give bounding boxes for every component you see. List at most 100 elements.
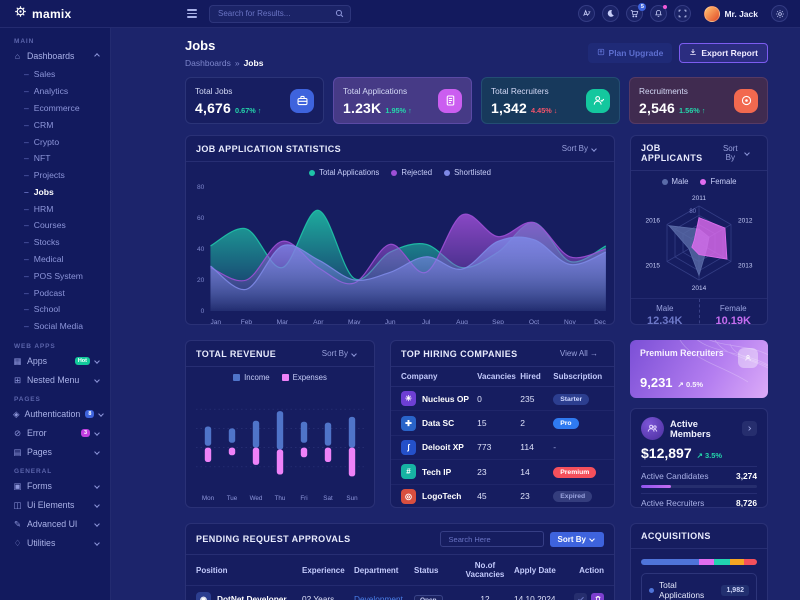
sidebar-item-nested-menu[interactable]: ⊞ Nested Menu xyxy=(0,371,110,390)
sidebar-item-jobs[interactable]: – Jobs xyxy=(0,183,110,200)
sidebar-item-podcast[interactable]: – Podcast xyxy=(0,284,110,301)
plan-upgrade-button[interactable]: Plan Upgrade xyxy=(587,43,673,63)
svg-text:Wed: Wed xyxy=(250,495,263,502)
male-value: 12.34K xyxy=(647,315,683,325)
sort-by-dropdown[interactable]: Sort By xyxy=(556,143,604,154)
table-row[interactable]: ◎ LogoTech 45 23 Expired xyxy=(391,485,614,508)
company-name: Delooit XP xyxy=(422,442,464,453)
sidebar-item-social-media[interactable]: – Social Media xyxy=(0,318,110,335)
card-title: Active Members xyxy=(670,418,711,439)
company-name: Tech IP xyxy=(422,466,452,477)
sidebar-item-crm[interactable]: – CRM xyxy=(0,116,110,133)
chevron-right-icon[interactable] xyxy=(742,421,757,436)
sidebar-item-sales[interactable]: – Sales xyxy=(0,66,110,83)
sidebar-item-medical[interactable]: – Medical xyxy=(0,251,110,268)
view-all-link[interactable]: View All → xyxy=(554,348,604,359)
brand[interactable]: mamix xyxy=(0,5,111,23)
sidebar-item-ecommerce[interactable]: – Ecommerce xyxy=(0,100,110,117)
chevron-up-icon xyxy=(94,53,100,59)
delete-button[interactable] xyxy=(591,592,604,600)
sidebar-item-label: Authentication xyxy=(24,409,81,419)
sidebar-item-ui-elements[interactable]: ◫ Ui Elements xyxy=(0,496,110,515)
vacancies-cell: 0 xyxy=(477,393,482,404)
list-item[interactable]: Total Applications 1,982 xyxy=(641,573,757,600)
stat-card-total-applications[interactable]: Total Applications 1.23K 1.95% ↑ xyxy=(333,77,472,124)
legend-label: Total Applications xyxy=(319,168,380,177)
card-title: Premium Recruiters xyxy=(640,348,724,358)
table-row[interactable]: # Tech IP 23 14 Premium xyxy=(391,460,614,485)
settings-icon[interactable] xyxy=(771,5,788,22)
sort-by-button[interactable]: Sort By xyxy=(549,531,604,547)
company-logo-icon: ✚ xyxy=(401,415,416,431)
search-bar xyxy=(209,4,351,23)
legend-label: Rejected xyxy=(401,168,433,177)
svg-text:2012: 2012 xyxy=(738,218,753,225)
sidebar-item-dashboards[interactable]: ⌂ Dashboards xyxy=(0,47,110,65)
sidebar-item-advanced-ui[interactable]: ✎ Advanced UI xyxy=(0,515,110,534)
submenu-dash: – xyxy=(24,186,29,197)
fullscreen-icon[interactable] xyxy=(674,5,692,22)
user-menu[interactable]: Mr. Jack xyxy=(698,5,764,23)
legend-item: Income xyxy=(233,373,270,382)
stat-card-total-jobs[interactable]: Total Jobs 4,676 0.67% ↑ xyxy=(185,77,324,124)
action-cell xyxy=(570,592,604,600)
legend-swatch xyxy=(661,178,668,185)
column-header: No.of Vacancies xyxy=(465,561,505,579)
table-row[interactable]: ◉ DotNet Developer 02 Years Development Open… xyxy=(186,586,614,600)
language-icon[interactable] xyxy=(578,5,596,22)
sidebar-item-pos-system[interactable]: – POS System xyxy=(0,267,110,284)
card-title: JOB APPLICANTS xyxy=(641,143,703,163)
table-row[interactable]: ʃ Delooit XP 773 114 - xyxy=(391,436,614,461)
stat-delta: 1.56% ↑ xyxy=(679,105,706,115)
pending-request-approvals-card: PENDING REQUEST APPROVALS Sort By Positi… xyxy=(185,523,615,600)
svg-text:20: 20 xyxy=(197,277,205,284)
progress-fill xyxy=(641,485,672,488)
menu-toggle-button[interactable] xyxy=(185,7,199,19)
card-title: ACQUISITIONS xyxy=(641,531,711,541)
job-application-statistics-card: JOB APPLICATION STATISTICS Sort By Total… xyxy=(185,135,615,325)
segment xyxy=(744,559,757,565)
sidebar-item-crypto[interactable]: – Crypto xyxy=(0,133,110,150)
breadcrumb-current: Jobs xyxy=(243,58,264,68)
sidebar-item-authentication[interactable]: ◈ Authentication 8 xyxy=(0,405,110,424)
legend-swatch xyxy=(309,169,316,176)
sidebar-item-nft[interactable]: – NFT xyxy=(0,150,110,167)
sidebar-item-forms[interactable]: ▣ Forms xyxy=(0,477,110,496)
lock-icon: ◈ xyxy=(13,408,20,419)
sort-by-dropdown[interactable]: Sort By xyxy=(714,143,757,163)
members-progress-rows: Active Candidates 3,274 Active Recruiters 8… xyxy=(641,461,757,507)
search-icon[interactable] xyxy=(335,5,344,23)
stat-delta: 4.45% ↓ xyxy=(531,105,558,115)
export-report-button[interactable]: Export Report xyxy=(679,43,768,63)
sidebar-item-pages[interactable]: ▤ Pages xyxy=(0,443,110,462)
breadcrumb-root[interactable]: Dashboards xyxy=(185,58,231,68)
table-row[interactable]: ✚ Data SC 15 2 Pro xyxy=(391,411,614,436)
sidebar-item-stocks[interactable]: – Stocks xyxy=(0,234,110,251)
theme-icon[interactable] xyxy=(602,5,620,22)
table-row[interactable]: ✳ Nucleus OP 0 235 Starter xyxy=(391,387,614,412)
sidebar-item-analytics[interactable]: – Analytics xyxy=(0,83,110,100)
cart-icon[interactable]: 5 xyxy=(626,3,647,22)
sidebar-item-error[interactable]: ⊘ Error 3 xyxy=(0,424,110,443)
stat-card-total-recruiters[interactable]: Total Recruiters 1,342 4.45% ↓ xyxy=(481,77,620,124)
sidebar-item-projects[interactable]: – Projects xyxy=(0,167,110,184)
sidebar-item-label: Advanced UI xyxy=(27,519,78,529)
sidebar-item-school[interactable]: – School xyxy=(0,301,110,318)
svg-text:Thu: Thu xyxy=(275,495,286,502)
legend-label: Male xyxy=(671,177,689,186)
sidebar-item-courses[interactable]: – Courses xyxy=(0,217,110,234)
sidebar-item-label: Error xyxy=(27,428,47,438)
recruiter-icon[interactable] xyxy=(738,348,758,368)
stat-card-recruitments[interactable]: Recruitments 2,546 1.56% ↑ xyxy=(629,77,768,124)
sidebar-item-apps[interactable]: ▦ Apps Hot xyxy=(0,352,110,371)
table-search-input[interactable] xyxy=(446,533,537,545)
submenu-dash: – xyxy=(24,203,29,214)
chevron-down-icon xyxy=(94,430,100,436)
sort-by-dropdown[interactable]: Sort By xyxy=(316,348,364,359)
sidebar-item-hrm[interactable]: – HRM xyxy=(0,200,110,217)
approve-button[interactable] xyxy=(574,592,587,600)
notifications-icon[interactable] xyxy=(650,5,668,22)
user-check-icon xyxy=(586,88,610,113)
search-input[interactable] xyxy=(216,8,331,19)
sidebar-item-utilities[interactable]: ♢ Utilities xyxy=(0,534,110,553)
